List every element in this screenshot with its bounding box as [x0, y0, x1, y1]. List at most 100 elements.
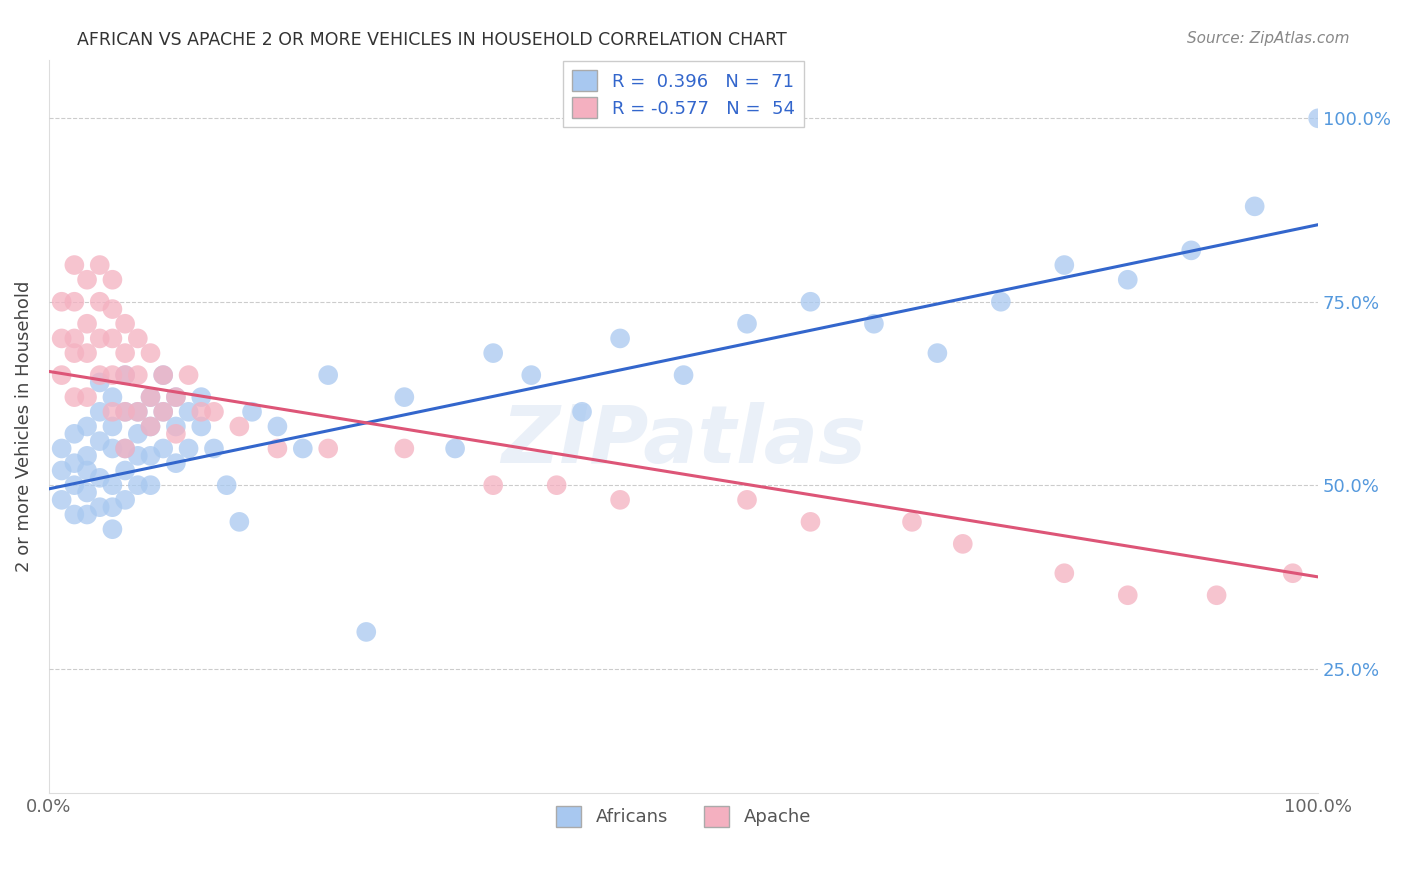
- Point: [1180, 244, 1202, 258]
- Point: [215, 478, 238, 492]
- Point: [127, 405, 149, 419]
- Point: [101, 405, 124, 419]
- Point: [89, 405, 111, 419]
- Point: [394, 390, 416, 404]
- Point: [89, 331, 111, 345]
- Point: [139, 419, 162, 434]
- Point: [114, 442, 136, 456]
- Point: [114, 463, 136, 477]
- Point: [177, 405, 200, 419]
- Point: [609, 492, 631, 507]
- Point: [228, 419, 250, 434]
- Point: [139, 478, 162, 492]
- Point: [152, 442, 174, 456]
- Point: [63, 294, 86, 309]
- Point: [114, 346, 136, 360]
- Point: [114, 492, 136, 507]
- Point: [1243, 199, 1265, 213]
- Point: [990, 294, 1012, 309]
- Point: [63, 258, 86, 272]
- Point: [165, 390, 187, 404]
- Point: [152, 405, 174, 419]
- Point: [1116, 273, 1139, 287]
- Point: [152, 368, 174, 383]
- Point: [63, 456, 86, 470]
- Point: [1308, 112, 1330, 126]
- Point: [863, 317, 886, 331]
- Point: [76, 273, 98, 287]
- Point: [63, 508, 86, 522]
- Text: Source: ZipAtlas.com: Source: ZipAtlas.com: [1187, 31, 1350, 46]
- Point: [546, 478, 568, 492]
- Point: [101, 419, 124, 434]
- Point: [127, 368, 149, 383]
- Point: [202, 442, 225, 456]
- Point: [394, 442, 416, 456]
- Point: [952, 537, 974, 551]
- Point: [101, 522, 124, 536]
- Point: [190, 405, 212, 419]
- Point: [114, 442, 136, 456]
- Point: [114, 368, 136, 383]
- Point: [228, 515, 250, 529]
- Point: [139, 390, 162, 404]
- Point: [240, 405, 263, 419]
- Point: [190, 390, 212, 404]
- Point: [482, 478, 505, 492]
- Point: [266, 442, 288, 456]
- Point: [139, 390, 162, 404]
- Point: [1053, 566, 1076, 581]
- Point: [127, 331, 149, 345]
- Point: [316, 442, 339, 456]
- Point: [190, 419, 212, 434]
- Point: [114, 368, 136, 383]
- Point: [89, 471, 111, 485]
- Point: [291, 442, 314, 456]
- Point: [63, 331, 86, 345]
- Point: [63, 390, 86, 404]
- Point: [89, 376, 111, 390]
- Point: [76, 463, 98, 477]
- Text: ZIPatlas: ZIPatlas: [501, 402, 866, 480]
- Point: [101, 390, 124, 404]
- Point: [127, 478, 149, 492]
- Point: [165, 419, 187, 434]
- Point: [51, 442, 73, 456]
- Point: [127, 449, 149, 463]
- Point: [76, 449, 98, 463]
- Point: [63, 346, 86, 360]
- Point: [63, 478, 86, 492]
- Point: [114, 405, 136, 419]
- Point: [202, 405, 225, 419]
- Point: [89, 500, 111, 515]
- Point: [76, 317, 98, 331]
- Text: AFRICAN VS APACHE 2 OR MORE VEHICLES IN HOUSEHOLD CORRELATION CHART: AFRICAN VS APACHE 2 OR MORE VEHICLES IN …: [77, 31, 787, 49]
- Point: [735, 317, 758, 331]
- Point: [76, 485, 98, 500]
- Point: [101, 478, 124, 492]
- Point: [101, 301, 124, 316]
- Point: [482, 346, 505, 360]
- Point: [165, 426, 187, 441]
- Point: [76, 390, 98, 404]
- Point: [927, 346, 949, 360]
- Point: [139, 449, 162, 463]
- Point: [51, 492, 73, 507]
- Legend: Africans, Apache: Africans, Apache: [547, 797, 820, 836]
- Point: [51, 331, 73, 345]
- Point: [444, 442, 467, 456]
- Point: [799, 515, 821, 529]
- Point: [901, 515, 924, 529]
- Point: [76, 419, 98, 434]
- Point: [139, 419, 162, 434]
- Point: [101, 500, 124, 515]
- Point: [76, 346, 98, 360]
- Point: [63, 426, 86, 441]
- Point: [609, 331, 631, 345]
- Point: [127, 426, 149, 441]
- Point: [316, 368, 339, 383]
- Point: [1053, 258, 1076, 272]
- Point: [672, 368, 695, 383]
- Point: [1205, 588, 1227, 602]
- Point: [89, 368, 111, 383]
